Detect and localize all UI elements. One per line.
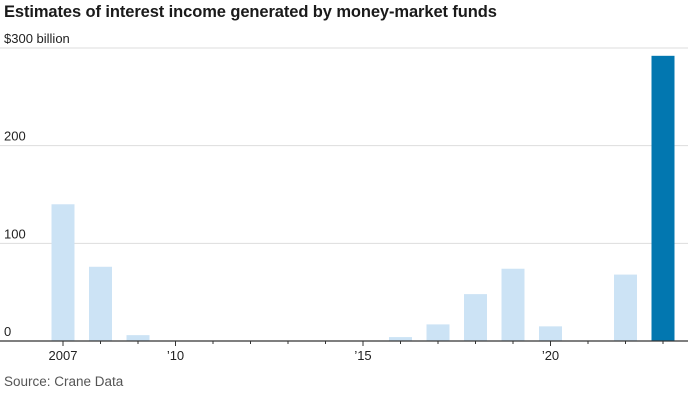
bar-2009 (126, 335, 150, 341)
bar-2018 (464, 294, 487, 341)
source-note: Source: Crane Data (4, 374, 124, 389)
bar-2008 (89, 266, 112, 341)
gridlines (0, 47, 688, 244)
x-tick-label: 2007 (49, 348, 78, 363)
x-axis (0, 340, 688, 346)
bar-2022 (614, 274, 637, 341)
x-tick-label: ’15 (354, 348, 371, 363)
x-tick-label: ’10 (167, 348, 184, 363)
bar-2016 (389, 337, 412, 341)
bar-2019 (501, 268, 525, 341)
bar-2020 (539, 326, 562, 341)
bar-2023 (651, 55, 675, 342)
bar-2017 (426, 324, 450, 341)
y-tick-label: 200 (4, 129, 26, 144)
axis-labels: 0 100 200 $300 billion 2007 ’10 ’15 ’20 (4, 31, 559, 363)
bars (51, 55, 675, 342)
y-tick-label: 0 (4, 324, 11, 339)
y-tick-label: 100 (4, 226, 26, 241)
bar-2007 (51, 204, 75, 341)
y-tick-label: $300 billion (4, 31, 70, 46)
x-tick-label: ’20 (542, 348, 559, 363)
chart-title: Estimates of interest income generated b… (4, 3, 497, 21)
